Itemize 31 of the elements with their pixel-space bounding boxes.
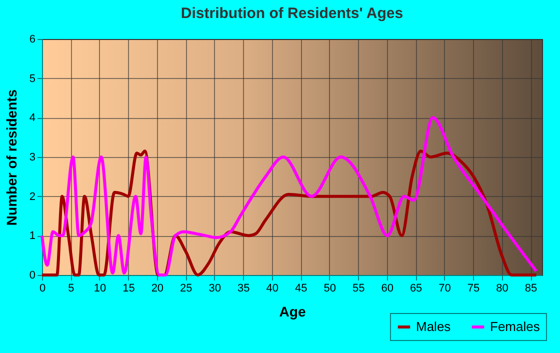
x-tick-label: 20 — [151, 282, 164, 294]
x-axis-title: Age — [279, 304, 306, 320]
x-tick-label: 40 — [266, 282, 279, 294]
x-tick-label: 0 — [39, 282, 46, 294]
x-tick-label: 75 — [467, 282, 480, 294]
y-axis-title: Number of residents — [3, 89, 20, 226]
x-tick-label: 15 — [122, 282, 135, 294]
x-tick-label: 80 — [496, 282, 508, 294]
y-tick-label: 6 — [29, 34, 36, 46]
x-tick-label: 45 — [294, 282, 308, 294]
x-tick-label: 5 — [68, 282, 74, 294]
x-tick-label: 85 — [524, 282, 538, 294]
y-tick-label: 2 — [29, 190, 36, 203]
y-tick-label: 4 — [29, 112, 36, 124]
x-tick-label: 10 — [94, 282, 106, 294]
x-tick-label: 35 — [238, 282, 250, 294]
x-tick-label: 30 — [208, 282, 222, 294]
x-tick-label: 25 — [180, 282, 192, 294]
chart-title: Distribution of Residents' Ages — [180, 5, 404, 22]
x-tick-label: 50 — [324, 282, 336, 294]
x-tick-label: 55 — [352, 282, 365, 294]
x-tick-label: 65 — [410, 282, 422, 294]
y-tick-label: 3 — [29, 152, 36, 164]
legend-label: Females — [490, 319, 540, 334]
y-tick-label: 5 — [29, 72, 36, 85]
legend-label: Males — [416, 319, 452, 334]
x-tick-label: 60 — [381, 282, 394, 294]
x-tick-label: 70 — [438, 282, 451, 294]
y-tick-label: 0 — [29, 270, 36, 282]
y-tick-label: 1 — [29, 230, 36, 242]
line-series — [40, 116, 538, 276]
